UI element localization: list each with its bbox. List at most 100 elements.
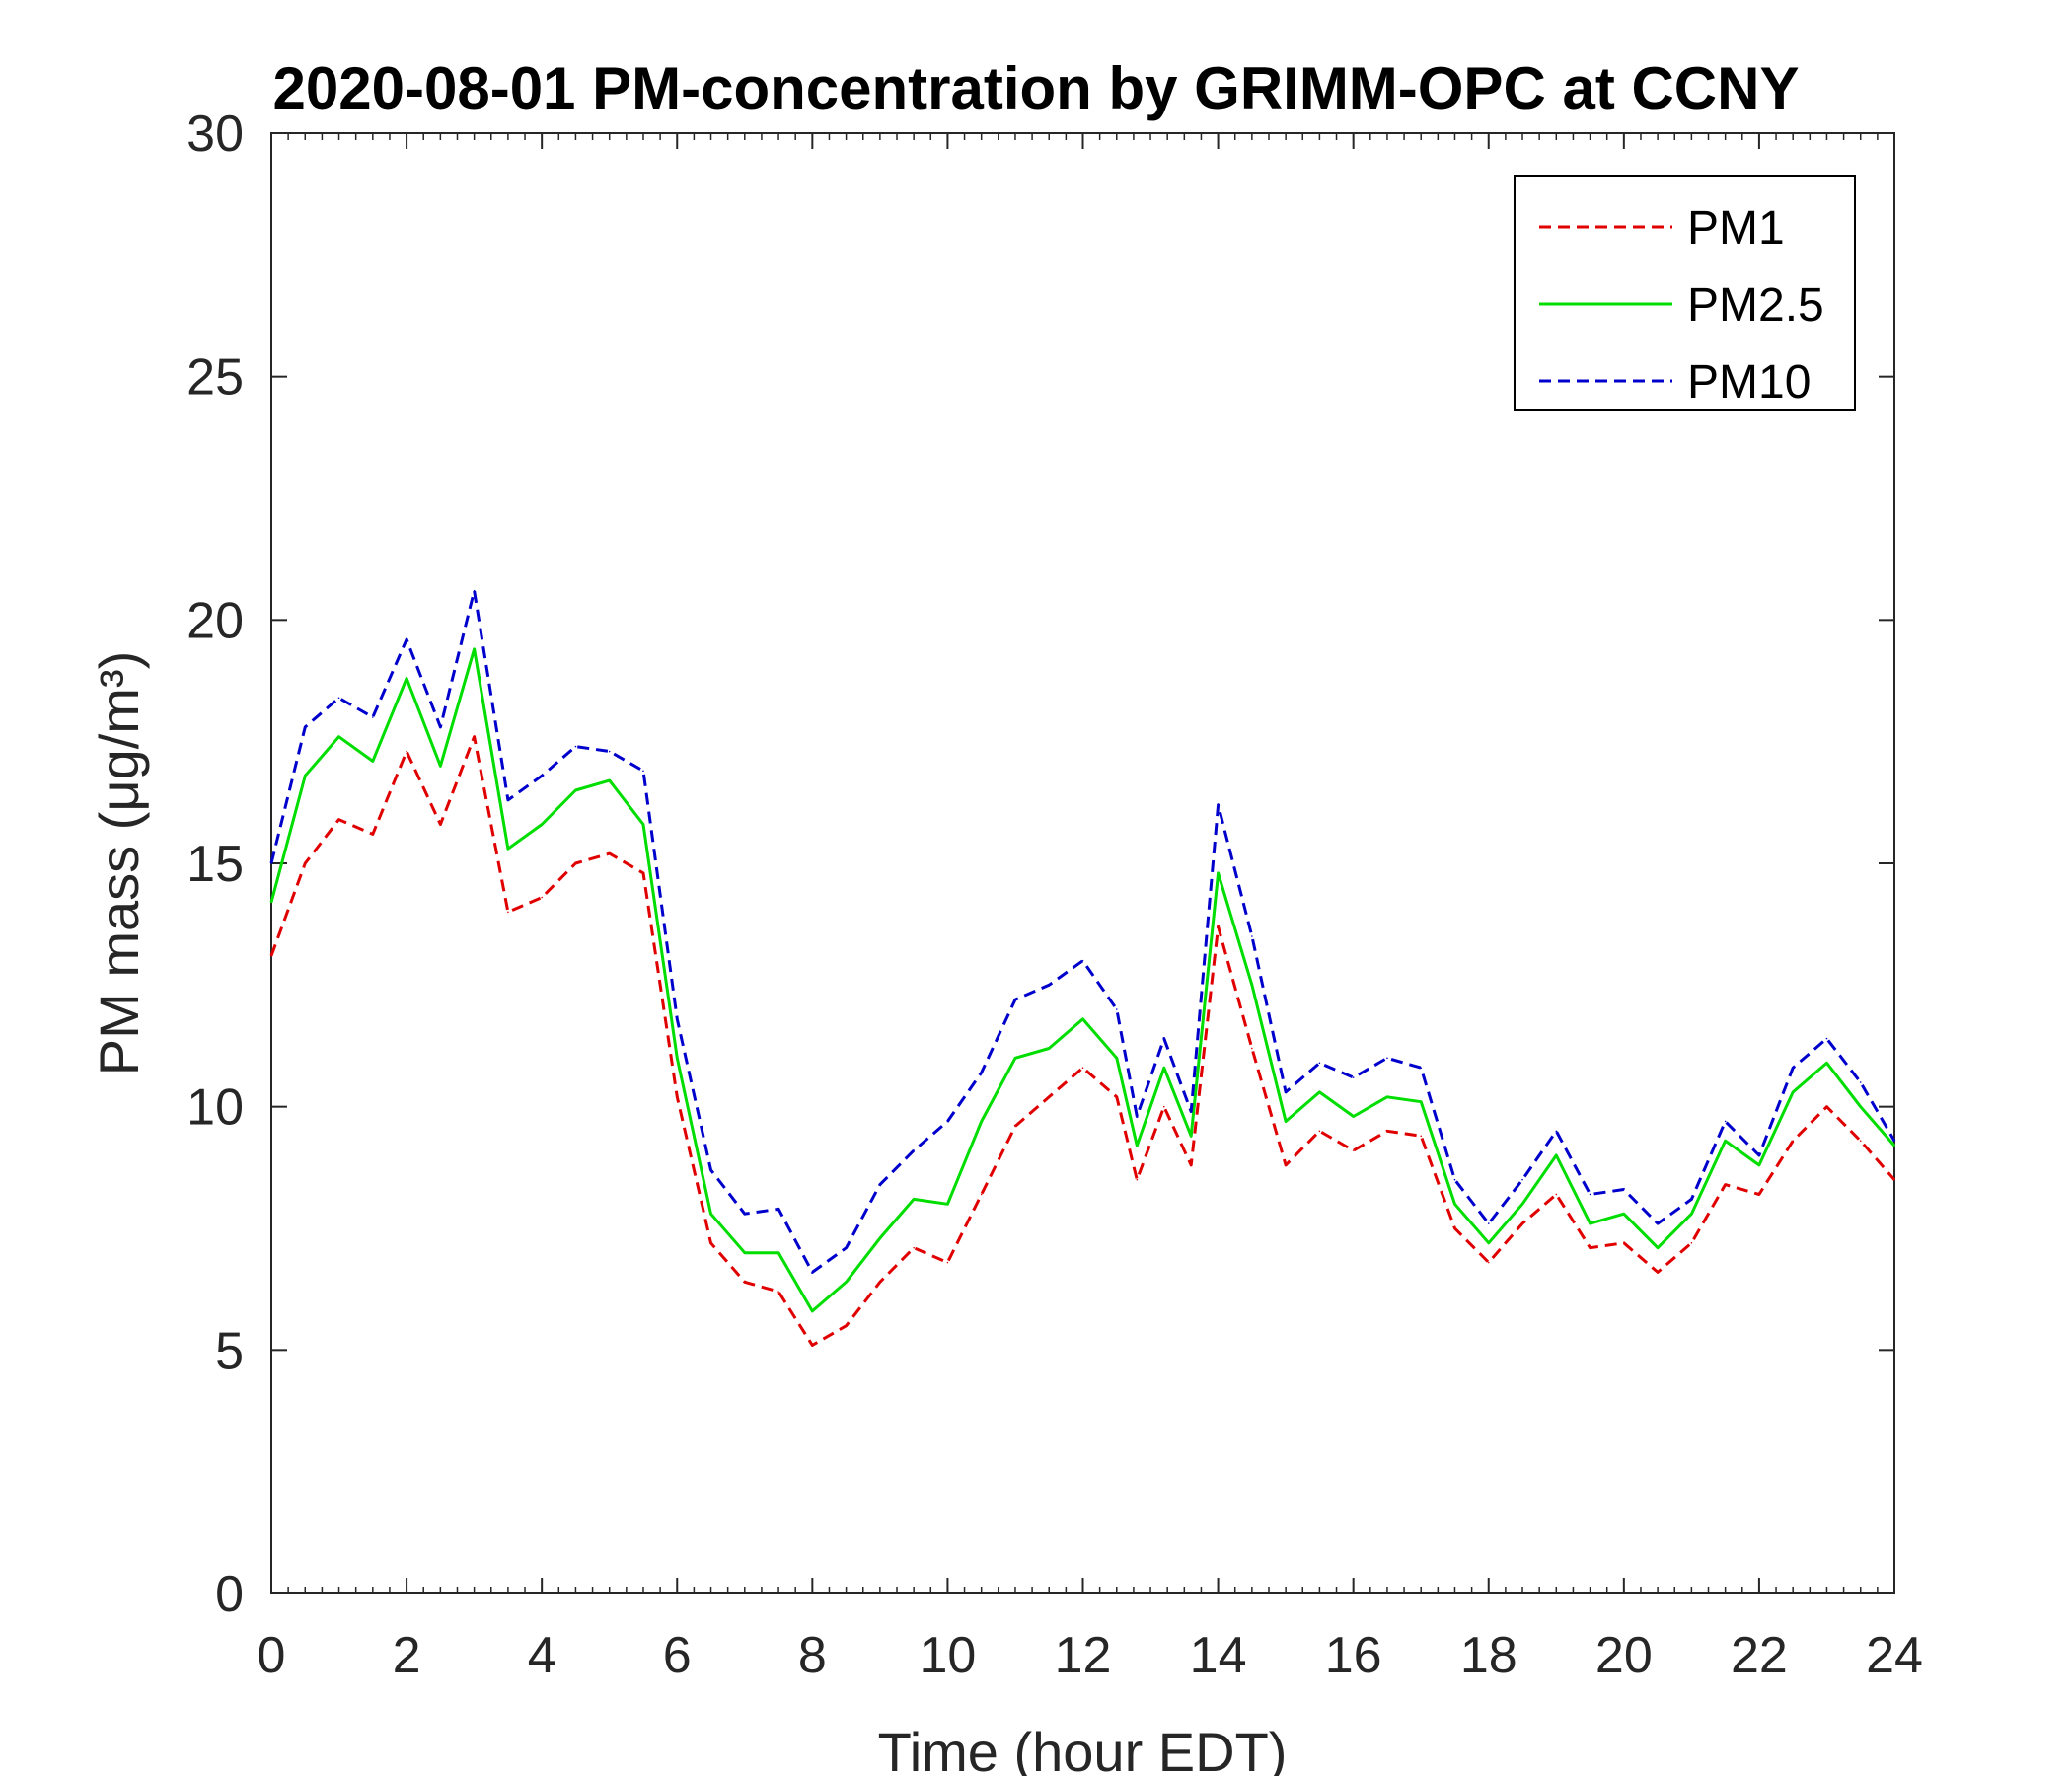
data-point bbox=[270, 862, 272, 864]
data-point bbox=[406, 677, 407, 680]
data-point bbox=[946, 1120, 949, 1123]
data-point bbox=[1352, 1115, 1355, 1118]
data-point bbox=[676, 1096, 679, 1098]
data-point bbox=[1115, 1057, 1118, 1060]
data-point bbox=[777, 1251, 779, 1254]
y-axis: 0 5 10 15 20 25 30 bbox=[186, 106, 1894, 1623]
data-point bbox=[1758, 1193, 1760, 1196]
y-tick-label: 10 bbox=[186, 1079, 244, 1137]
data-point bbox=[1251, 1047, 1253, 1050]
data-point bbox=[777, 1291, 779, 1293]
data-point bbox=[811, 1310, 814, 1312]
x-tick-label: 20 bbox=[1595, 1627, 1653, 1684]
data-point bbox=[1190, 1135, 1192, 1138]
data-point bbox=[1792, 1140, 1794, 1142]
data-point bbox=[608, 779, 611, 781]
data-point bbox=[1453, 1203, 1456, 1206]
data-point bbox=[1825, 1105, 1828, 1108]
data-point bbox=[1589, 1246, 1591, 1249]
series-line-pm1 bbox=[269, 735, 1896, 1347]
data-point bbox=[1893, 1140, 1895, 1142]
data-point bbox=[1758, 1164, 1760, 1166]
data-point bbox=[439, 765, 442, 768]
data-point bbox=[845, 1246, 848, 1249]
data-point bbox=[304, 726, 307, 728]
y-tick-label: 5 bbox=[215, 1322, 244, 1379]
data-point bbox=[811, 1344, 814, 1347]
data-point bbox=[913, 1246, 915, 1249]
data-point bbox=[1893, 1145, 1895, 1147]
legend-label: PM1 bbox=[1687, 202, 1785, 255]
data-point bbox=[1285, 1091, 1287, 1093]
data-point bbox=[1162, 1105, 1165, 1108]
data-point bbox=[1555, 1130, 1558, 1133]
data-point bbox=[946, 1261, 949, 1264]
data-point bbox=[1318, 1130, 1321, 1133]
x-tick-label: 0 bbox=[258, 1627, 286, 1684]
data-point bbox=[541, 896, 543, 899]
data-point bbox=[507, 848, 509, 850]
data-point bbox=[1487, 1242, 1490, 1244]
data-point bbox=[1251, 984, 1253, 987]
x-tick-label: 18 bbox=[1460, 1627, 1517, 1684]
data-point bbox=[337, 818, 340, 821]
legend-box bbox=[1514, 175, 1856, 411]
x-tick-label: 22 bbox=[1731, 1627, 1788, 1684]
data-point bbox=[372, 716, 374, 718]
data-point bbox=[845, 1281, 848, 1284]
data-point bbox=[337, 735, 340, 738]
data-point bbox=[1690, 1242, 1693, 1244]
data-point bbox=[473, 648, 476, 650]
data-point bbox=[913, 1149, 915, 1151]
data-point bbox=[913, 1198, 915, 1201]
data-point bbox=[270, 901, 272, 904]
data-point bbox=[608, 750, 611, 753]
data-point bbox=[1657, 1222, 1659, 1224]
data-point bbox=[1115, 1008, 1118, 1010]
data-point bbox=[1420, 1100, 1423, 1103]
data-point bbox=[1217, 925, 1220, 927]
legend-label: PM2.5 bbox=[1687, 279, 1824, 332]
data-point bbox=[1623, 1188, 1625, 1191]
data-point bbox=[1758, 1154, 1760, 1156]
data-point bbox=[574, 789, 577, 791]
y-tick-label: 20 bbox=[186, 592, 244, 649]
data-point bbox=[1136, 1115, 1139, 1118]
data-point bbox=[1589, 1222, 1591, 1224]
data-point bbox=[1521, 1222, 1523, 1224]
data-point bbox=[1825, 1037, 1828, 1040]
series-line-pm10 bbox=[269, 589, 1896, 1274]
data-point bbox=[1285, 1164, 1287, 1166]
y-tick-label: 0 bbox=[215, 1566, 244, 1623]
data-point bbox=[574, 862, 577, 864]
data-point bbox=[507, 799, 509, 801]
data-point bbox=[879, 1281, 881, 1284]
data-point bbox=[1420, 1135, 1423, 1138]
data-point bbox=[1048, 1096, 1051, 1098]
data-point bbox=[1792, 1091, 1794, 1093]
y-tick-label: 25 bbox=[186, 349, 244, 407]
data-point bbox=[1859, 1081, 1862, 1083]
data-point bbox=[439, 823, 442, 826]
data-point bbox=[1825, 1062, 1828, 1065]
data-point bbox=[1487, 1222, 1490, 1224]
data-point bbox=[1136, 1178, 1139, 1181]
data-point bbox=[709, 1169, 712, 1171]
data-point bbox=[372, 833, 374, 836]
data-point bbox=[1081, 1018, 1084, 1020]
data-point bbox=[1386, 1096, 1388, 1098]
data-point bbox=[811, 1271, 814, 1274]
data-point bbox=[1217, 872, 1220, 874]
data-point bbox=[608, 852, 611, 854]
data-point bbox=[642, 872, 644, 874]
data-point bbox=[777, 1208, 779, 1211]
x-tick-label: 4 bbox=[528, 1627, 556, 1684]
data-point bbox=[1690, 1213, 1693, 1215]
data-point bbox=[980, 1120, 983, 1123]
data-point bbox=[743, 1213, 746, 1215]
x-tick-label: 8 bbox=[798, 1627, 827, 1684]
y-tick-label: 15 bbox=[186, 836, 244, 893]
x-tick-label: 2 bbox=[393, 1627, 421, 1684]
data-point bbox=[743, 1281, 746, 1284]
